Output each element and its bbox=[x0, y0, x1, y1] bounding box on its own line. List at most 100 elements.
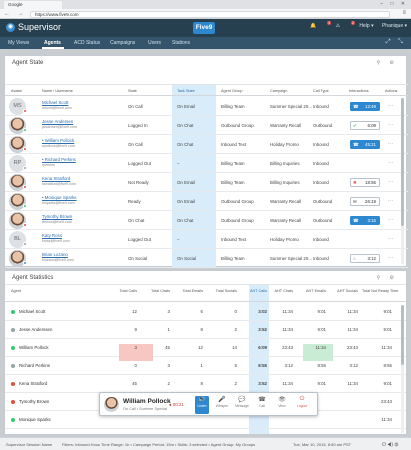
filters-summary[interactable]: Filters: Inbound Hous Time Range: 1h • C… bbox=[62, 442, 256, 447]
stats-row[interactable]: Kena Stratford 45 2 8 2 3:52 11:34 9:01 11:34 9:0… bbox=[5, 375, 406, 393]
stat-value: 3 bbox=[167, 309, 170, 314]
row-actions-icon[interactable]: ··· bbox=[388, 217, 393, 223]
interaction-timer[interactable]: ☎ 12:49 bbox=[350, 101, 380, 111]
col-agent-group[interactable]: Agent Group bbox=[221, 88, 243, 93]
agent-name-link[interactable]: Michael Scott bbox=[42, 100, 69, 105]
agent-name-link[interactable]: Kena Stratford bbox=[42, 176, 71, 181]
window-controls[interactable]: – □ ✕ bbox=[380, 1, 408, 7]
stat-col-aht-chats[interactable]: AHT Chats bbox=[274, 289, 294, 293]
nav-acd-status[interactable]: ACD Status bbox=[74, 40, 101, 46]
stat-col-not-ready-time[interactable]: Total Not Ready Time bbox=[362, 289, 399, 293]
logout-button[interactable]: ⏻ Logout bbox=[295, 396, 309, 414]
agent-row[interactable]: Kena Stratford kstratford@five9.com Not Re… bbox=[5, 173, 408, 192]
message-button[interactable]: 💬 Message bbox=[235, 396, 249, 414]
stat-col-total-calls[interactable]: Total Calls bbox=[119, 289, 137, 293]
agent-row[interactable]: Brian Lozano blozano@five9.com On Social On… bbox=[5, 249, 408, 268]
row-actions-icon[interactable]: ··· bbox=[388, 179, 393, 185]
bell-icon[interactable]: 🔔 3 bbox=[309, 21, 332, 29]
agent-state-tools-icon[interactable]: ⚲ ⚙ bbox=[376, 60, 398, 66]
browser-nav-icons[interactable]: ← → ⟳ bbox=[4, 11, 40, 17]
alert-icon[interactable]: ⚠ 2 bbox=[335, 21, 355, 29]
agent-row[interactable]: Tymothy Brown tbrown@five9.com On Chat On C… bbox=[5, 211, 408, 230]
row-actions-icon[interactable]: ··· bbox=[388, 103, 393, 109]
col-avatar[interactable]: Avatar bbox=[11, 88, 22, 93]
whisper-button[interactable]: 🎤 Whisper bbox=[215, 396, 229, 414]
agent-state-scrollbar[interactable] bbox=[401, 98, 404, 264]
interaction-timer[interactable]: ○ 3:12 bbox=[350, 253, 380, 263]
stats-row[interactable]: Jesse Anderssen 9 1 8 2 3:52 11:34 9:01 11:34 9:0… bbox=[5, 321, 406, 339]
agent-name-link[interactable]: • William Pollock bbox=[42, 138, 75, 143]
url-input[interactable]: https://www.five9.com bbox=[30, 10, 390, 18]
stat-col-total-socials[interactable]: Total Socials bbox=[215, 289, 237, 293]
stat-col-agent[interactable]: Agent bbox=[11, 289, 21, 293]
agent-task: On Email bbox=[177, 104, 196, 109]
col-name[interactable]: Name / Username bbox=[42, 88, 73, 93]
expand-icon[interactable]: ⤢ ⤡ bbox=[385, 39, 406, 45]
interaction-timer[interactable]: ☎ 3:15 bbox=[350, 215, 380, 225]
agent-row[interactable]: BL Katy Ross kross@five9.com Logged Out – Inb… bbox=[5, 230, 408, 249]
agent-row[interactable]: MS Michael Scott mscott@five9.com On Call On… bbox=[5, 97, 408, 116]
stat-value: 3:02 bbox=[258, 309, 267, 314]
stats-row[interactable]: Monique Sparks 11:34 bbox=[5, 411, 406, 429]
agent-campaign: Warranty Recall bbox=[270, 123, 302, 128]
agent-name-link[interactable]: • Monique Sparks bbox=[42, 195, 77, 200]
stats-row[interactable]: William Pollock 3 45 12 14 6:09 23:43 11:34 23:4… bbox=[5, 339, 406, 361]
stat-col-aht-calls[interactable]: AHT Calls bbox=[249, 289, 267, 293]
col-actions[interactable]: Actions bbox=[385, 88, 398, 93]
agent-name-link[interactable]: Jesse Andersen bbox=[42, 119, 74, 124]
browser-menu-icon[interactable]: ≡ bbox=[402, 10, 406, 16]
row-actions-icon[interactable]: ··· bbox=[388, 255, 393, 261]
col-call-type[interactable]: Call Type bbox=[313, 88, 329, 93]
nav-agents[interactable]: Agents bbox=[44, 40, 61, 46]
row-actions-icon[interactable]: ··· bbox=[388, 122, 393, 128]
row-actions-icon[interactable]: ··· bbox=[388, 236, 393, 242]
agent-name-link[interactable]: Tymothy Brown bbox=[42, 214, 73, 219]
stat-value: 9:01 bbox=[383, 381, 392, 386]
interaction-timer[interactable]: ☎ 45:21 bbox=[350, 139, 380, 149]
agent-row[interactable]: • Monique Sparks msparks@five9.com Ready On… bbox=[5, 192, 408, 211]
phone-icon: ☎ bbox=[258, 397, 266, 403]
col-state[interactable]: State bbox=[128, 88, 137, 93]
agent-stats-tools-icon[interactable]: ⚲ ⚙ bbox=[376, 275, 398, 281]
user-menu[interactable]: Phanique ▾ bbox=[381, 23, 407, 29]
stat-col-total-chats[interactable]: Total Chats bbox=[151, 289, 170, 293]
stats-agent-name: Kena Stratford bbox=[19, 381, 48, 386]
call-button[interactable]: ☎ Call bbox=[255, 396, 269, 414]
nav-campaigns[interactable]: Campaigns bbox=[110, 40, 136, 46]
interaction-timer[interactable]: ✉ 26:19 bbox=[350, 196, 380, 206]
nav-users[interactable]: Users bbox=[148, 40, 162, 46]
stat-col-aht-socials[interactable]: AHT Socials bbox=[337, 289, 358, 293]
col-campaign[interactable]: Campaign bbox=[270, 88, 288, 93]
agent-stats-scrollbar[interactable] bbox=[401, 305, 404, 433]
nav-stations[interactable]: Stations bbox=[172, 40, 191, 46]
interaction-timer[interactable]: ✔ 6:09 bbox=[350, 120, 380, 130]
help-menu[interactable]: Help ▾ bbox=[359, 23, 374, 29]
stat-col-aht-emails[interactable]: AHT Emails bbox=[306, 289, 326, 293]
status-bar-icons[interactable]: ⏻ ◀) ⚙ bbox=[382, 442, 399, 448]
interaction-timer[interactable]: ✖ 18:56 bbox=[350, 177, 380, 187]
agent-name-link[interactable]: Brian Lozano bbox=[42, 252, 68, 257]
listen-button[interactable]: 🔊 Listen bbox=[195, 396, 209, 414]
stat-value: 11:34 bbox=[347, 381, 358, 386]
interaction-type-icon: ☎ bbox=[353, 218, 359, 223]
interaction-time: 26:19 bbox=[365, 199, 376, 204]
agent-row[interactable]: RP • Richard Perkins rperkins Logged Out – Bi… bbox=[5, 154, 408, 173]
agent-name-link[interactable]: • Richard Perkins bbox=[42, 157, 76, 162]
stat-col-total-emails[interactable]: Total Emails bbox=[182, 289, 203, 293]
browser-tab[interactable]: Google bbox=[4, 1, 62, 9]
agent-call-type: Outbound bbox=[313, 218, 333, 223]
col-task-state[interactable]: Task State bbox=[177, 88, 195, 93]
agent-name-link[interactable]: Katy Ross bbox=[42, 233, 63, 238]
agent-row[interactable]: Jesse Andersen jandersen@five9.com Logged … bbox=[5, 116, 408, 135]
row-actions-icon[interactable]: ··· bbox=[388, 160, 393, 166]
view-button[interactable]: 👁 View bbox=[275, 396, 289, 414]
row-actions-icon[interactable]: ··· bbox=[388, 198, 393, 204]
call-agent-name: William Pollock bbox=[123, 398, 171, 405]
stat-value: 9:01 bbox=[317, 309, 326, 314]
stats-row[interactable]: Michael Scott 12 3 6 0 3:02 11:34 9:01 11:34 9:01 bbox=[5, 303, 406, 321]
agent-row[interactable]: • William Pollock wpollock@five9.com On Ca… bbox=[5, 135, 408, 154]
stats-row[interactable]: Richard Perkins 0 3 1 5 8:55 3:12 8:55 3:12 8:55 bbox=[5, 357, 406, 375]
nav-my-views[interactable]: My Views bbox=[8, 40, 30, 46]
row-actions-icon[interactable]: ··· bbox=[388, 141, 393, 147]
col-interactions[interactable]: Interactions bbox=[349, 88, 369, 93]
